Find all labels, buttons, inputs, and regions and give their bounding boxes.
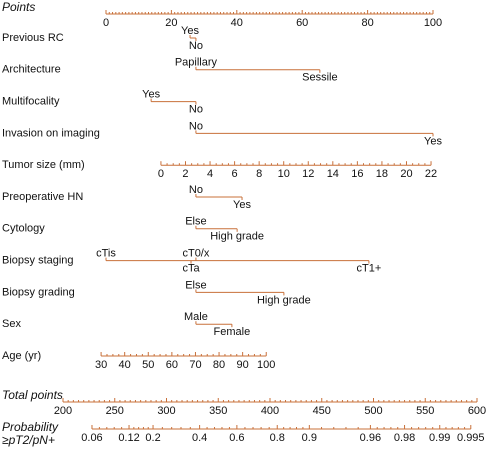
level-label: Yes: [424, 135, 442, 147]
level-label: Else: [185, 216, 206, 228]
tick-label: 0: [103, 17, 109, 29]
tick-label: 8: [256, 168, 262, 180]
row-label: Preoperative HN: [2, 191, 83, 203]
row-label: Biopsy staging: [2, 255, 74, 267]
level-label: High grade: [257, 294, 311, 306]
tick-label: 100: [257, 359, 275, 371]
tick-label: 0.4: [192, 432, 207, 444]
tick-label: 50: [142, 359, 154, 371]
level-label: No: [189, 120, 203, 132]
tick-label: 0.995: [457, 432, 485, 444]
level-label: cT0/x: [182, 248, 209, 260]
row-label: Architecture: [2, 64, 61, 76]
tick-label: 0.2: [145, 432, 160, 444]
tick-label: 12: [302, 168, 314, 180]
row-label: Tumor size (mm): [2, 159, 85, 171]
level-label: No: [189, 104, 203, 116]
tick-label: 600: [468, 405, 486, 417]
tick-label: 350: [209, 405, 227, 417]
row-label: Cytology: [2, 223, 45, 235]
tick-label: 30: [95, 359, 107, 371]
level-label: cT1+: [357, 263, 382, 275]
tick-label: 0.06: [81, 432, 102, 444]
tick-label: 300: [157, 405, 175, 417]
level-label: Yes: [181, 25, 199, 37]
row-label: Age (yr): [2, 350, 41, 362]
tick-label: 400: [261, 405, 279, 417]
tick-label: 60: [296, 17, 308, 29]
tick-label: 80: [213, 359, 225, 371]
level-label: Sessile: [302, 72, 337, 84]
tick-label: 16: [351, 168, 363, 180]
tick-label: 0.6: [229, 432, 244, 444]
tick-label: 40: [119, 359, 131, 371]
level-label: Else: [185, 279, 206, 291]
tick-label: 0.8: [270, 432, 285, 444]
level-label: Male: [184, 311, 208, 323]
tick-label: 20: [400, 168, 412, 180]
tick-label: 80: [361, 17, 373, 29]
row-label: Invasion on imaging: [2, 127, 100, 139]
probability-title: Probability: [2, 420, 59, 434]
tick-label: 0.96: [360, 432, 381, 444]
points-title: Points: [2, 0, 35, 14]
row-label: Previous RC: [2, 32, 64, 44]
level-label: Yes: [142, 89, 160, 101]
tick-label: 90: [237, 359, 249, 371]
tick-label: 550: [416, 405, 434, 417]
row-label: Sex: [2, 318, 21, 330]
tick-label: 18: [376, 168, 388, 180]
tick-label: 40: [231, 17, 243, 29]
tick-label: 250: [106, 405, 124, 417]
tick-label: 0.98: [394, 432, 415, 444]
level-label: Yes: [233, 199, 251, 211]
level-label: cTis: [96, 248, 116, 260]
level-label: Papillary: [175, 57, 218, 69]
level-label: No: [189, 40, 203, 52]
tick-label: 20: [165, 17, 177, 29]
tick-label: 4: [207, 168, 213, 180]
tick-label: 0.9: [302, 432, 317, 444]
tick-label: 70: [189, 359, 201, 371]
row-label: Multifocality: [2, 96, 60, 108]
level-label: High grade: [210, 231, 264, 243]
tick-label: 200: [54, 405, 72, 417]
tick-label: 0.99: [429, 432, 450, 444]
tick-label: 100: [424, 17, 442, 29]
tick-label: 6: [232, 168, 238, 180]
level-label: Female: [214, 326, 251, 338]
tick-label: 60: [166, 359, 178, 371]
tick-label: 10: [278, 168, 290, 180]
level-label: No: [189, 184, 203, 196]
total-title: Total points: [2, 388, 63, 402]
tick-label: 500: [364, 405, 382, 417]
tick-label: 14: [327, 168, 339, 180]
probability-title: ≥pT2/pN+: [2, 433, 55, 447]
tick-label: 22: [425, 168, 437, 180]
row-label: Biopsy grading: [2, 286, 75, 298]
tick-label: 2: [182, 168, 188, 180]
tick-label: 450: [313, 405, 331, 417]
tick-label: 0: [158, 168, 164, 180]
level-label: cTa: [182, 263, 200, 275]
tick-label: 0.12: [118, 432, 139, 444]
